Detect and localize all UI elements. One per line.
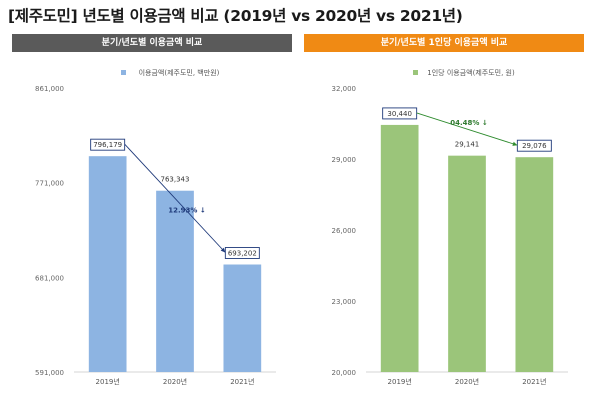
y-tick-label: 771,000: [35, 180, 64, 188]
panel-header-total-amount: 분기/년도별 이용금액 비교: [12, 34, 292, 52]
panel-header-per-capita-amount: 분기/년도별 1인당 이용금액 비교: [304, 34, 584, 52]
data-label: 693,202: [228, 249, 257, 257]
y-tick-label: 861,000: [35, 85, 64, 93]
page-title: [제주도민] 년도별 이용금액 비교 (2019년 vs 2020년 vs 20…: [8, 7, 463, 25]
data-label: 796,179: [93, 141, 122, 149]
legend-swatch: [121, 70, 126, 75]
bar: [223, 264, 262, 372]
trend-arrow-line: [124, 143, 226, 253]
legend-swatch: [413, 70, 418, 75]
bar: [380, 124, 419, 372]
trend-arrow-head: [220, 247, 226, 253]
bar: [515, 157, 554, 372]
trend-change-label: 04.48% ↓: [450, 119, 487, 127]
bar: [156, 190, 194, 372]
bar: [88, 156, 127, 372]
data-label-box: [382, 107, 418, 120]
x-tick-label: 2019년: [96, 377, 120, 386]
y-tick-label: 591,000: [35, 369, 64, 377]
y-tick-label: 29,000: [332, 156, 357, 164]
legend-label: 1인당 이용금액(제주도민, 원): [427, 68, 515, 77]
x-tick-label: 2021년: [522, 377, 546, 386]
x-tick-label: 2020년: [455, 377, 479, 386]
data-label-box: [224, 247, 260, 259]
x-tick-label: 2019년: [388, 377, 412, 386]
trend-change-label: 12.93% ↓: [168, 206, 205, 214]
y-tick-label: 23,000: [332, 298, 357, 306]
bar: [448, 155, 486, 372]
y-tick-label: 32,000: [332, 85, 357, 93]
data-label-box: [516, 139, 552, 152]
legend-label: 이용금액(제주도민, 백만원): [139, 68, 220, 77]
y-tick-label: 681,000: [35, 274, 64, 282]
data-label: 763,343: [161, 176, 190, 184]
x-tick-label: 2021년: [230, 377, 254, 386]
trend-arrow-head: [512, 141, 518, 146]
data-label: 29,141: [455, 141, 480, 149]
y-tick-label: 26,000: [332, 227, 357, 235]
x-tick-label: 2020년: [163, 377, 187, 386]
data-label: 29,076: [522, 142, 547, 150]
total-amount-chart: 이용금액(제주도민, 백만원) 591,000 681,000 771,000 861,…: [35, 68, 276, 386]
data-label: 30,440: [387, 110, 412, 118]
y-tick-label: 20,000: [332, 369, 357, 377]
trend-arrow-line: [416, 112, 518, 146]
per-capita-amount-chart: 1인당 이용금액(제주도민, 원) 20,000 23,000 26,000 29,00…: [332, 68, 568, 386]
